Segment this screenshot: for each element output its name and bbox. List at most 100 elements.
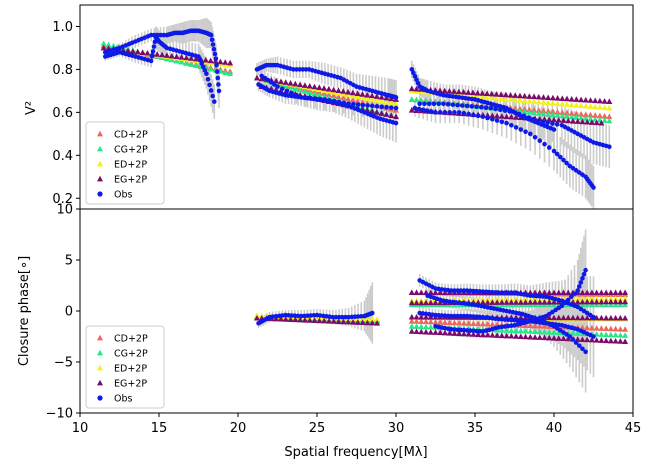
closure-phase-eg-2p-marker-0-7: [287, 316, 294, 322]
closure-phase-eg-2p-marker-4-30: [551, 335, 557, 341]
v2-eg-2p-marker-3-27: [388, 112, 395, 118]
closure-phase-eg-2p-marker-4-32: [560, 335, 567, 342]
v2-obs-point-6-15: [480, 114, 486, 119]
closure-phase-obs-point-4-40: [559, 303, 565, 309]
closure-phase-eg-2p-marker-2-21: [508, 299, 515, 305]
closure-phase-obs-point-4-43: [569, 294, 574, 300]
closure-phase-legend-label-2: ED+2P: [114, 364, 147, 375]
closure-phase-eg-2p-marker-2-29: [546, 298, 553, 305]
closure-phase-obs-point-4-41: [562, 300, 568, 306]
closure-phase-eg-2p-marker-2-26: [532, 299, 539, 305]
v2-eg-2p-marker-2-42: [606, 98, 613, 105]
v2-eg-2p-marker-2-17: [488, 90, 495, 97]
v2-ed-2p-marker-2-15: [479, 93, 486, 100]
v2-eg-2p-marker-0-17: [183, 54, 190, 61]
closure-phase-ytick-label-1: −5: [54, 356, 73, 371]
v2-eg-2p-marker-2-34: [568, 95, 575, 102]
closure-phase-ytick-label-4: 10: [56, 203, 73, 218]
v2-obs-point-6-20: [504, 120, 509, 126]
v2-eg-2p-marker-1-8: [292, 80, 299, 87]
v2-obs-point-7-15: [488, 105, 494, 111]
v2-obs-point-0-54: [212, 51, 218, 57]
v2-legend-label-0: CD+2P: [114, 130, 148, 141]
v2-ed-2p-marker-2-20: [502, 95, 509, 102]
v2-eg-2p-marker-2-26: [531, 93, 538, 100]
v2-ed-2p-marker-2-40: [596, 104, 603, 110]
v2-obs-point-7-23: [526, 115, 532, 120]
v2-obs-point-4-6: [279, 86, 285, 92]
closure-phase-eg-2p-marker-1-30: [551, 289, 557, 296]
v2-eg-2p-marker-4-22: [513, 114, 520, 120]
closure-phase-eg-2p-marker-4-18: [494, 332, 501, 338]
v2-obs-point-1-17: [150, 49, 156, 54]
v2-obs-point-7-21: [516, 111, 522, 117]
closure-phase-xtick-label-3: 25: [309, 421, 326, 436]
v2-obs-point-4-23: [360, 102, 366, 108]
closure-phase-eg-2p-marker-2-44: [617, 298, 624, 305]
closure-phase-obs-point-1-12: [455, 288, 460, 293]
v2-cd-2p-marker-2-31: [554, 108, 561, 115]
v2-eg-2p-marker-2-1: [413, 85, 420, 92]
v2-obs-point-6-18: [494, 118, 500, 123]
closure-phase-eg-2p-marker-0-25: [374, 320, 381, 326]
v2-ed-2p-marker-1-22: [359, 94, 366, 100]
closure-phase-eg-2p-marker-3-23: [517, 314, 524, 321]
closure-phase-eg-2p-marker-2-18: [494, 299, 501, 305]
v2-cd-2p-marker-2-32: [559, 109, 566, 115]
v2-eg-2p-marker-4-20: [503, 113, 510, 120]
closure-phase-eg-2p-marker-4-24: [522, 333, 529, 340]
v2-eg-2p-marker-0-18: [188, 55, 195, 61]
v2-obs-point-4-15: [322, 97, 328, 102]
v2-eg-2p-marker-2-19: [498, 91, 505, 97]
closure-phase-ytick-label-3: 5: [65, 254, 73, 269]
v2-eg-2p-marker-0-11: [154, 51, 161, 57]
v2-ed-2p-marker-2-32: [559, 100, 566, 107]
v2-cg-2p-marker-0-1: [105, 41, 112, 48]
v2-obs-point-6-8: [447, 110, 453, 115]
closure-phase-xtick-label-7: 45: [625, 421, 642, 436]
closure-phase-eg-2p-marker-3-44: [617, 314, 624, 321]
v2-cd-2p-marker-2-41: [601, 113, 608, 119]
v2-cg-2p-marker-2-27: [535, 110, 542, 116]
v2-obs-point-6-45: [591, 185, 596, 190]
closure-phase-cd-2p-marker-2-11: [460, 319, 467, 326]
v2-obs-point-4-13: [313, 96, 318, 101]
closure-phase-eg-2p-marker-1-0: [408, 289, 415, 296]
v2-eg-2p-marker-2-15: [479, 90, 486, 96]
v2-eg-2p-marker-1-4: [273, 77, 280, 84]
closure-phase-eg-2p-marker-0-8: [292, 316, 299, 323]
closure-phase-eg-2p-marker-0-10: [301, 316, 308, 323]
closure-phase-eg-2p-marker-4-42: [607, 337, 614, 344]
v2-obs-point-6-17: [490, 116, 495, 122]
closure-phase-eg-2p-marker-4-1: [413, 328, 420, 335]
v2-cg-2p-marker-2-33: [563, 113, 570, 119]
closure-phase-eg-2p-marker-0-16: [330, 318, 337, 324]
v2-eg-2p-marker-1-10: [301, 82, 308, 88]
v2-ed-2p-marker-2-31: [554, 100, 561, 106]
v2-cg-2p-marker-2-28: [540, 110, 547, 117]
v2-obs-point-0-57: [214, 69, 220, 74]
v2-eg-2p-marker-2-10: [455, 88, 462, 95]
v2-cg-2p-marker-2-24: [521, 108, 528, 115]
closure-phase-cg-2p-marker-2-19: [498, 326, 505, 333]
closure-phase-cg-2p-marker-2-2: [418, 323, 425, 330]
v2-ed-2p-marker-1-20: [349, 92, 356, 99]
closure-phase-eg-2p-marker-2-2: [418, 299, 425, 306]
v2-obs-point-4-5: [275, 84, 280, 89]
closure-phase-cg-2p-marker-2-4: [427, 323, 434, 330]
closure-phase-eg-2p-marker-2-1: [413, 299, 420, 306]
closure-phase-eg-2p-marker-3-32: [560, 314, 567, 321]
closure-phase-legend-marker-0: [97, 334, 103, 341]
v2-eg-2p-marker-2-38: [587, 97, 594, 103]
v2-obs-point-7-7: [450, 102, 456, 107]
v2-obs-point-7-27: [545, 120, 550, 125]
closure-phase-cg-2p-marker-2-31: [555, 329, 562, 336]
v2-eg-2p-marker-1-20: [349, 89, 356, 96]
closure-phase-cg-2p-marker-2-44: [617, 332, 624, 338]
v2-obs-point-5-1: [411, 70, 416, 76]
closure-phase-cd-2p-marker-2-1: [413, 318, 420, 324]
closure-phase-eg-2p-marker-1-43: [612, 289, 619, 296]
v2-obs-point-6-16: [485, 115, 490, 121]
v2-obs-point-6-33: [561, 157, 566, 163]
closure-phase-eg-2p-marker-3-33: [565, 314, 572, 321]
